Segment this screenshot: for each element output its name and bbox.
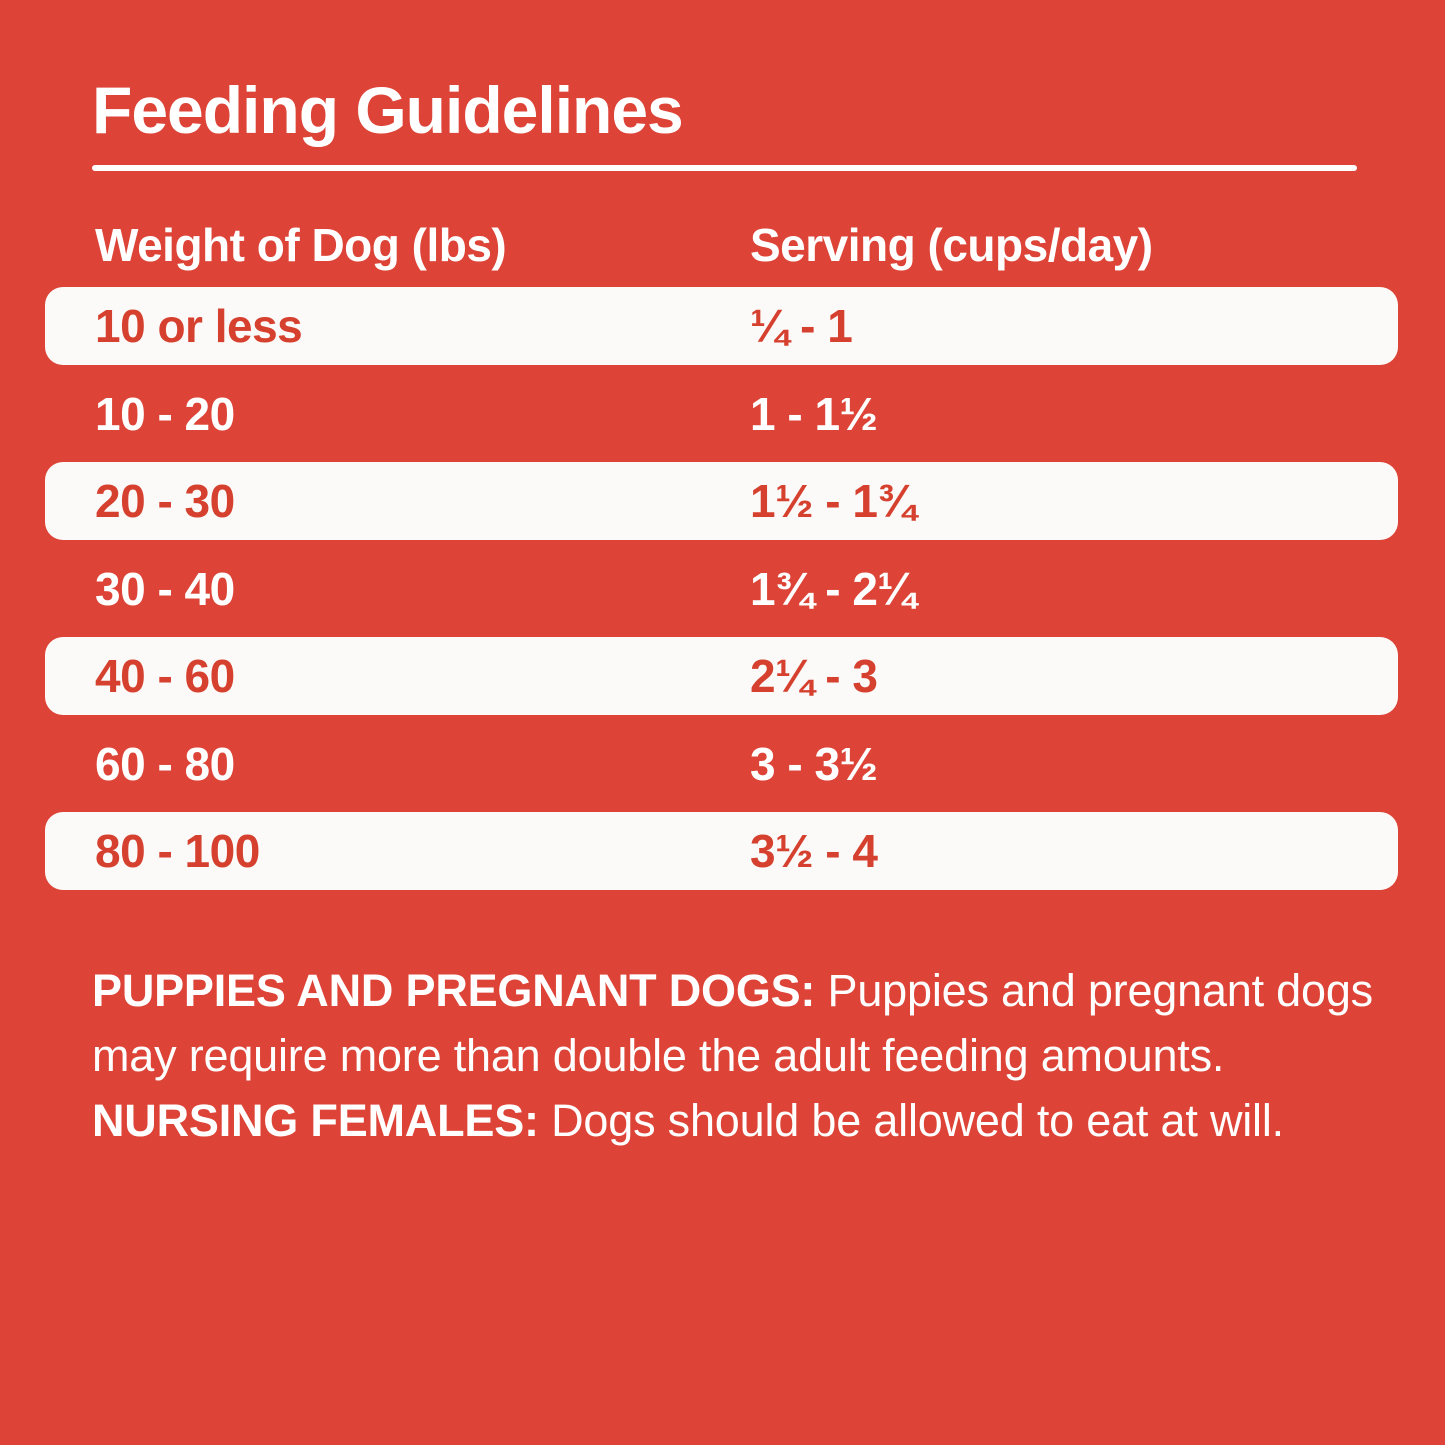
weight-cell: 10 or less xyxy=(95,300,303,352)
weight-cell: 40 - 60 xyxy=(95,650,235,702)
weight-cell: 80 - 100 xyxy=(95,825,260,877)
footnote-bold-puppies: PUPPIES AND PREGNANT DOGS: xyxy=(92,965,816,1016)
footnote-text-2: Dogs should be allowed to eat at will. xyxy=(538,1095,1284,1146)
weight-cell: 30 - 40 xyxy=(95,562,235,615)
serving-cell: 1½ - 1¾ xyxy=(750,475,916,527)
feeding-table: 10 or less ¼ - 1 10 - 20 1 - 1½ 20 - 30 … xyxy=(45,287,1398,890)
table-row: 10 - 20 1 - 1½ xyxy=(45,365,1398,462)
serving-cell: 2¼ - 3 xyxy=(750,650,878,702)
serving-cell: 1 - 1½ xyxy=(750,387,878,440)
table-header: Weight of Dog (lbs) Serving (cups/day) xyxy=(95,218,1400,272)
table-row: 80 - 100 3½ - 4 xyxy=(45,812,1398,890)
weight-cell: 10 - 20 xyxy=(95,387,235,440)
page-title: Feeding Guidelines xyxy=(92,73,684,147)
serving-cell: 3½ - 4 xyxy=(750,825,878,877)
footnote-text-1: Puppies and pregnant dogs may require mo… xyxy=(92,965,1373,1081)
table-row: 40 - 60 2¼ - 3 xyxy=(45,637,1398,715)
column-header-weight: Weight of Dog (lbs) xyxy=(95,219,507,271)
table-row: 30 - 40 1¾ - 2¼ xyxy=(45,540,1398,637)
column-header-serving: Serving (cups/day) xyxy=(750,219,1153,271)
serving-cell: 1¾ - 2¼ xyxy=(750,562,916,615)
serving-cell: ¼ - 1 xyxy=(750,300,853,352)
table-row: 60 - 80 3 - 3½ xyxy=(45,715,1398,812)
footnote: PUPPIES AND PREGNANT DOGS: Puppies and p… xyxy=(92,958,1407,1153)
table-row: 10 or less ¼ - 1 xyxy=(45,287,1398,365)
title-divider xyxy=(92,165,1357,171)
serving-cell: 3 - 3½ xyxy=(750,737,878,790)
weight-cell: 20 - 30 xyxy=(95,475,235,527)
table-row: 20 - 30 1½ - 1¾ xyxy=(45,462,1398,540)
weight-cell: 60 - 80 xyxy=(95,737,235,790)
footnote-bold-nursing: NURSING FEMALES: xyxy=(92,1095,539,1146)
